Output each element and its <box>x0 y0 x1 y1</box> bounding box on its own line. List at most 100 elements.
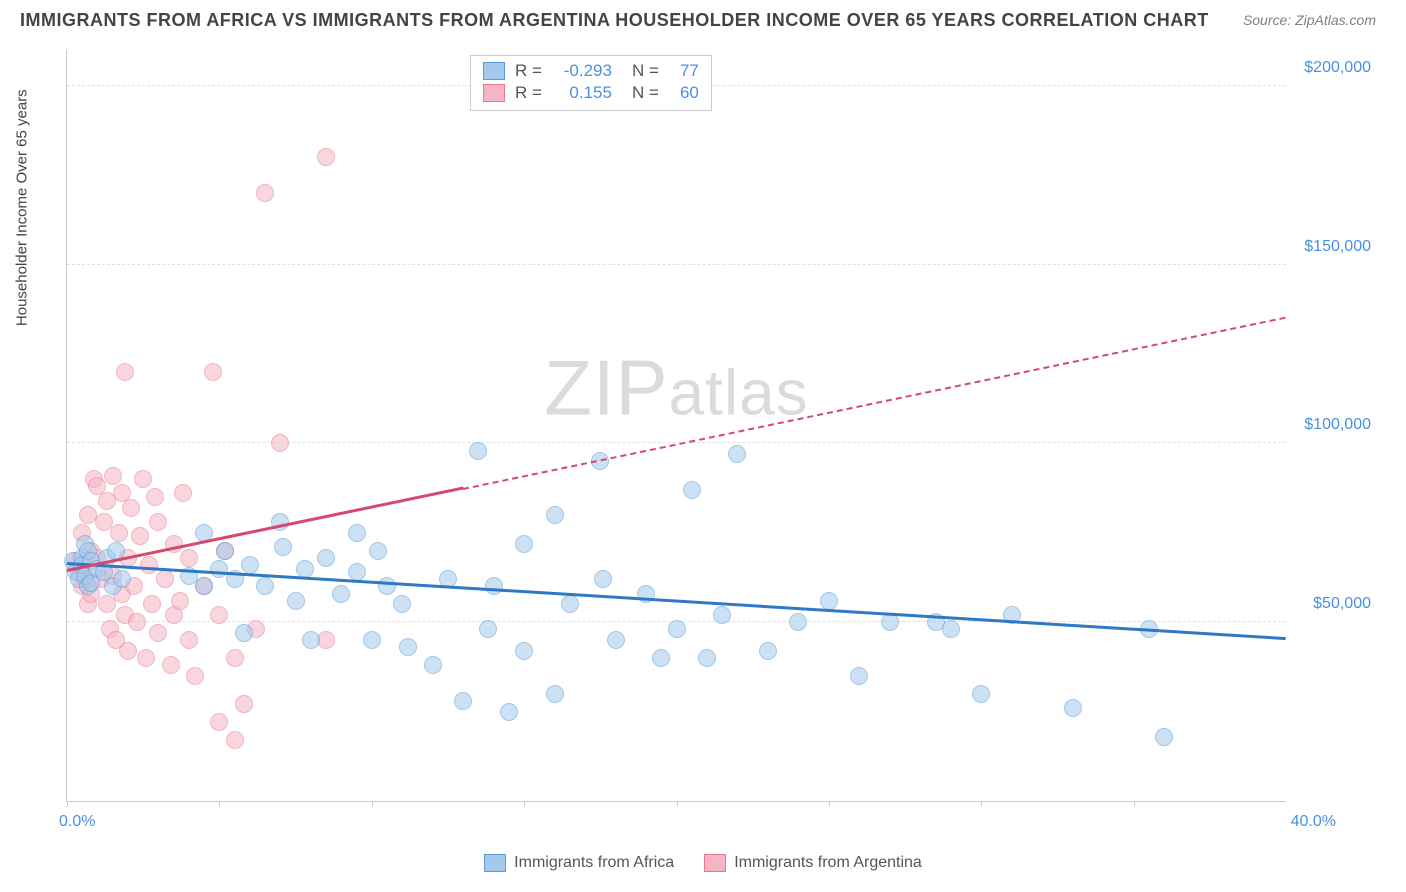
data-point <box>454 692 472 710</box>
plot-region: ZIPatlas $50,000$100,000$150,000$200,000… <box>66 50 1286 802</box>
data-point <box>972 685 990 703</box>
data-point <box>713 606 731 624</box>
data-point <box>500 703 518 721</box>
data-point <box>515 642 533 660</box>
data-point <box>728 445 746 463</box>
data-point <box>143 595 161 613</box>
data-point <box>146 488 164 506</box>
data-point <box>393 595 411 613</box>
data-point <box>104 467 122 485</box>
data-point <box>515 535 533 553</box>
data-point <box>128 613 146 631</box>
data-point <box>149 624 167 642</box>
data-point <box>131 527 149 545</box>
data-point <box>317 549 335 567</box>
data-point <box>485 577 503 595</box>
x-tick <box>1134 801 1135 807</box>
data-point <box>287 592 305 610</box>
data-point <box>274 538 292 556</box>
data-point <box>256 577 274 595</box>
x-tick <box>372 801 373 807</box>
series-legend: Immigrants from Africa Immigrants from Ar… <box>0 854 1406 872</box>
n-label: N = <box>632 83 659 103</box>
data-point <box>296 560 314 578</box>
data-point <box>348 563 366 581</box>
legend-label: Immigrants from Africa <box>514 854 674 872</box>
data-point <box>271 434 289 452</box>
data-point <box>113 570 131 588</box>
y-tick-label: $150,000 <box>1304 238 1371 256</box>
data-point <box>1064 699 1082 717</box>
x-tick <box>829 801 830 807</box>
data-point <box>850 667 868 685</box>
data-point <box>302 631 320 649</box>
legend-swatch <box>704 854 726 872</box>
x-tick <box>677 801 678 807</box>
data-point <box>683 481 701 499</box>
data-point <box>332 585 350 603</box>
r-label: R = <box>515 83 542 103</box>
x-tick <box>219 801 220 807</box>
n-value: 77 <box>669 61 699 81</box>
data-point <box>424 656 442 674</box>
data-point <box>180 631 198 649</box>
gridline <box>67 264 1286 265</box>
y-axis-title: Householder Income Over 65 years <box>14 89 31 326</box>
data-point <box>174 484 192 502</box>
correlation-legend: R =-0.293N =77R =0.155N =60 <box>470 55 712 111</box>
x-max-label: 40.0% <box>1291 813 1336 831</box>
data-point <box>110 524 128 542</box>
data-point <box>235 695 253 713</box>
data-point <box>210 713 228 731</box>
legend-item: Immigrants from Africa <box>484 854 674 872</box>
legend-swatch <box>483 84 505 102</box>
data-point <box>156 570 174 588</box>
legend-swatch <box>483 62 505 80</box>
trend-line <box>463 316 1286 489</box>
legend-label: Immigrants from Argentina <box>734 854 922 872</box>
data-point <box>204 363 222 381</box>
data-point <box>652 649 670 667</box>
data-point <box>216 542 234 560</box>
watermark: ZIPatlas <box>544 342 809 433</box>
data-point <box>942 620 960 638</box>
y-tick-label: $200,000 <box>1304 59 1371 77</box>
data-point <box>546 506 564 524</box>
legend-row: R =-0.293N =77 <box>483 60 699 82</box>
x-min-label: 0.0% <box>59 813 95 831</box>
r-value: -0.293 <box>552 61 612 81</box>
data-point <box>479 620 497 638</box>
data-point <box>399 638 417 656</box>
data-point <box>122 499 140 517</box>
data-point <box>134 470 152 488</box>
data-point <box>363 631 381 649</box>
data-point <box>98 595 116 613</box>
data-point <box>378 577 396 595</box>
data-point <box>348 524 366 542</box>
data-point <box>195 577 213 595</box>
data-point <box>119 642 137 660</box>
data-point <box>180 549 198 567</box>
data-point <box>789 613 807 631</box>
x-tick <box>981 801 982 807</box>
data-point <box>369 542 387 560</box>
legend-swatch <box>484 854 506 872</box>
data-point <box>137 649 155 667</box>
n-label: N = <box>632 61 659 81</box>
chart-title: IMMIGRANTS FROM AFRICA VS IMMIGRANTS FRO… <box>20 10 1209 31</box>
chart-area: Householder Income Over 65 years ZIPatla… <box>50 50 1376 822</box>
data-point <box>759 642 777 660</box>
data-point <box>140 556 158 574</box>
legend-item: Immigrants from Argentina <box>704 854 922 872</box>
data-point <box>668 620 686 638</box>
data-point <box>561 595 579 613</box>
source-label: Source: ZipAtlas.com <box>1243 12 1376 28</box>
data-point <box>607 631 625 649</box>
data-point <box>235 624 253 642</box>
data-point <box>317 148 335 166</box>
data-point <box>226 649 244 667</box>
data-point <box>594 570 612 588</box>
data-point <box>546 685 564 703</box>
data-point <box>698 649 716 667</box>
data-point <box>171 592 189 610</box>
